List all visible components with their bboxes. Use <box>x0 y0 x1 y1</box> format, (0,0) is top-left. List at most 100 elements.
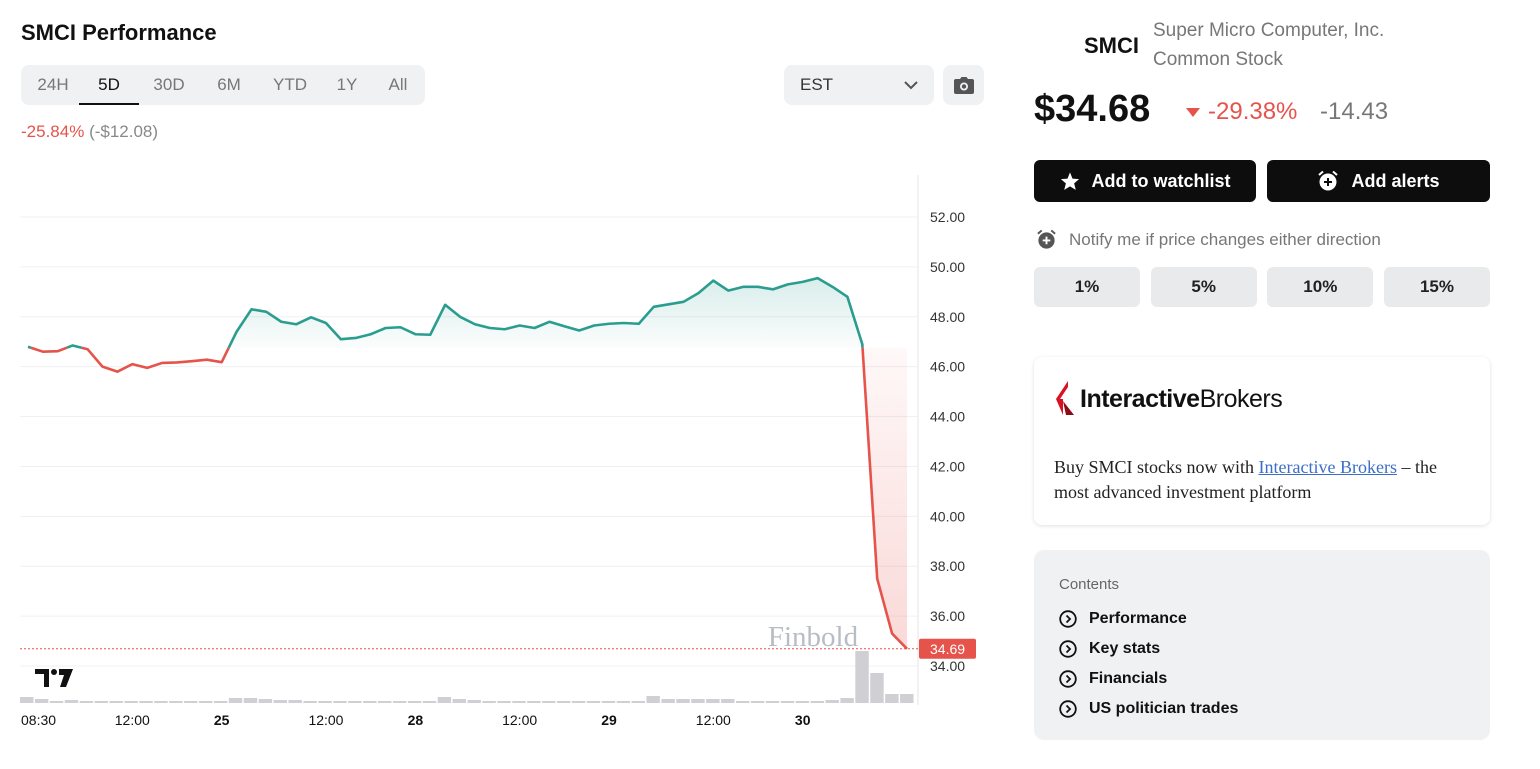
volume-bar <box>243 698 258 703</box>
volume-bar <box>169 701 183 703</box>
volume-bar <box>228 698 243 703</box>
volume-bar <box>184 701 198 703</box>
tradingview-logo <box>35 669 73 687</box>
volume-bar <box>780 701 795 703</box>
contents-item-label: Key stats <box>1089 640 1161 657</box>
y-tick-label: 44.00 <box>930 409 965 425</box>
last-price-label: 34.69 <box>930 641 965 657</box>
price-line-down <box>861 347 908 650</box>
contents-item-performance[interactable]: Performance <box>1059 604 1238 634</box>
performance-panel: SMCI Performance 24H 5D 30D 6M YTD 1Y All EST … <box>0 20 1000 735</box>
volume-bar <box>542 701 556 703</box>
y-tick-label: 48.00 <box>930 309 965 325</box>
volume-bar <box>527 701 541 703</box>
range-tab-24h[interactable]: 24H <box>37 75 69 94</box>
contents-item-label: Performance <box>1089 610 1187 627</box>
volume-bar <box>721 699 735 703</box>
add-alerts-button[interactable]: Add alerts <box>1267 160 1490 202</box>
volume-bar <box>870 673 884 703</box>
chevron-down-icon <box>904 80 918 89</box>
range-tab-ytd[interactable]: YTD <box>273 75 307 94</box>
price-line-up <box>27 345 32 349</box>
volume-bar <box>855 651 869 703</box>
volume-bar <box>213 701 228 703</box>
x-tick-label: 25 <box>214 712 230 728</box>
threshold-10-button[interactable]: 10% <box>1267 267 1374 307</box>
chevron-circle-icon <box>1059 640 1077 658</box>
volume-bar <box>422 701 437 703</box>
timezone-select[interactable]: EST <box>784 65 934 105</box>
threshold-15-button[interactable]: 15% <box>1383 267 1490 307</box>
period-change-abs: (-$12.08) <box>89 122 159 141</box>
chevron-circle-icon <box>1059 670 1077 688</box>
volume-bar <box>706 699 720 703</box>
volume-bar <box>333 701 347 703</box>
contents-item-label: US politician trades <box>1089 700 1239 717</box>
volume-bar <box>348 701 362 703</box>
company-name: Super Micro Computer, Inc. Common Stock <box>1153 16 1453 74</box>
notify-row: Notify me if price changes either direct… <box>1036 229 1381 250</box>
volume-bar <box>49 701 64 703</box>
volume-bar <box>825 700 839 703</box>
ad-text-before: Buy SMCI stocks now with <box>1054 457 1259 477</box>
camera-icon <box>953 76 974 94</box>
volume-bar <box>512 701 526 703</box>
x-tick-label: 12:00 <box>115 712 150 728</box>
screenshot-button[interactable] <box>943 65 984 105</box>
volume-bar <box>199 701 213 703</box>
contents-item-key-stats[interactable]: Key stats <box>1059 634 1238 664</box>
interactive-brokers-link[interactable]: Interactive Brokers <box>1258 457 1397 477</box>
contents-heading: Contents <box>1059 576 1120 593</box>
x-tick-label: 30 <box>795 712 811 728</box>
volume-bar <box>840 698 854 703</box>
range-tab-all[interactable]: All <box>388 75 408 94</box>
volume-bar <box>407 701 422 703</box>
volume-bar <box>467 700 481 703</box>
volume-bar <box>646 696 660 703</box>
volume-bar <box>557 701 571 703</box>
threshold-1-button[interactable]: 1% <box>1034 267 1140 307</box>
volume-bar <box>765 701 780 703</box>
contents-item-politician-trades[interactable]: US politician trades <box>1059 694 1238 724</box>
volume-bar <box>94 701 108 703</box>
price-chart[interactable]: 34.69 52.00 50.00 48.00 46.00 44.00 42.00 40.0… <box>0 175 1000 735</box>
volume-bar <box>392 701 407 703</box>
y-tick-label: 34.00 <box>930 658 965 674</box>
add-to-watchlist-button[interactable]: Add to watchlist <box>1034 160 1256 202</box>
y-tick-label: 46.00 <box>930 359 965 375</box>
ad-text-after: – the most advanced investment platform <box>1054 457 1437 502</box>
range-tab-30d[interactable]: 30D <box>153 75 185 94</box>
x-tick-label: 12:00 <box>696 712 731 728</box>
y-tick-label: 40.00 <box>930 508 965 524</box>
volume-bar <box>20 697 34 703</box>
x-tick-label: 12:00 <box>502 712 537 728</box>
contents-item-financials[interactable]: Financials <box>1059 664 1238 694</box>
timezone-value: EST <box>800 75 834 94</box>
brokers-logo-icon <box>1056 381 1074 415</box>
ticker-symbol: SMCI <box>1084 33 1139 58</box>
threshold-5-button[interactable]: 5% <box>1150 267 1257 307</box>
range-tab-6m[interactable]: 6M <box>217 75 241 94</box>
range-tab-5d[interactable]: 5D <box>79 65 139 105</box>
star-icon <box>1060 171 1079 190</box>
volume-bar <box>288 700 302 703</box>
broker-ad-card[interactable]: Interactive Brokers Buy SMCI stocks now w… <box>1034 357 1490 525</box>
y-tick-label: 36.00 <box>930 608 965 624</box>
brand-brokers: Brokers <box>1199 384 1283 413</box>
chevron-circle-icon <box>1059 610 1077 628</box>
range-tab-1y[interactable]: 1Y <box>336 75 358 94</box>
broker-ad-text: Buy SMCI stocks now with Interactive Bro… <box>1054 455 1474 505</box>
price-line-down <box>30 346 68 353</box>
volume-bar <box>258 699 273 703</box>
volume-bar <box>363 701 377 703</box>
chevron-circle-icon <box>1059 700 1077 718</box>
company-name-line2: Common Stock <box>1153 49 1283 70</box>
volume-bar <box>124 701 138 703</box>
alarm-icon <box>1037 229 1056 249</box>
volume-bar <box>885 694 899 703</box>
volume-bar <box>795 701 810 703</box>
price-change-pct-value: -29.38% <box>1208 98 1298 125</box>
volume-bar <box>79 701 94 703</box>
add-alerts-label: Add alerts <box>1351 170 1440 191</box>
chart-watermark: Finbold <box>768 621 859 653</box>
